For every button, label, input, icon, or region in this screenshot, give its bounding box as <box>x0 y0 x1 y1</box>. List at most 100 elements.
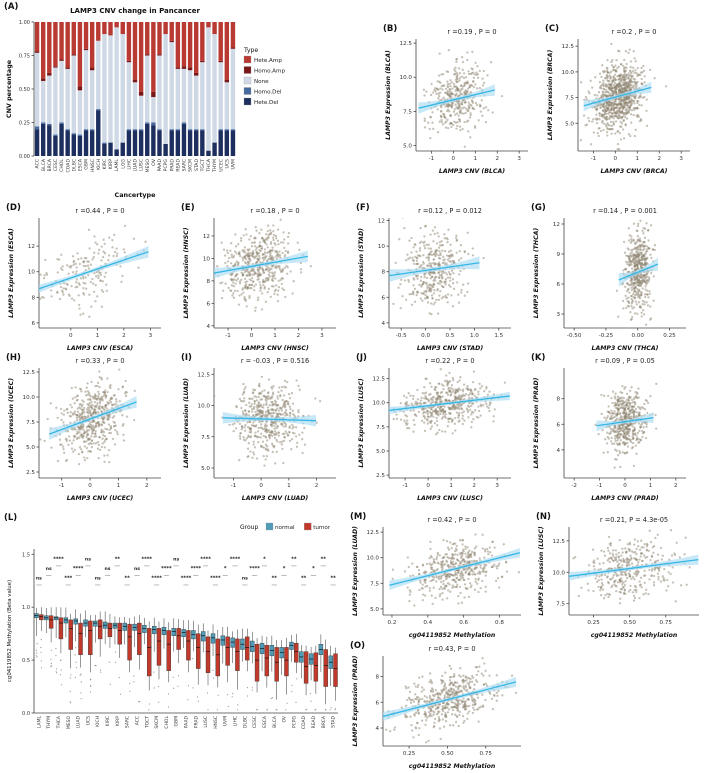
svg-text:r =0.22 , P = 0: r =0.22 , P = 0 <box>425 357 474 365</box>
svg-text:Homo.Del: Homo.Del <box>254 90 282 96</box>
svg-text:DLBC: DLBC <box>71 159 77 171</box>
svg-text:12.5: 12.5 <box>400 41 413 47</box>
svg-text:7.5: 7.5 <box>201 435 210 441</box>
svg-text:r =0.19 , P = 0: r =0.19 , P = 0 <box>447 28 496 36</box>
svg-text:PCPG: PCPG <box>163 159 169 172</box>
svg-text:0: 0 <box>623 483 627 489</box>
panel-label-i: (I) <box>181 353 192 363</box>
svg-text:-1: -1 <box>429 156 435 162</box>
panel-label-e: (E) <box>181 203 195 213</box>
svg-text:2: 2 <box>315 483 319 489</box>
panel-label-f: (F) <box>356 203 370 213</box>
panel-label-k: (K) <box>531 353 546 363</box>
svg-text:PRAD: PRAD <box>169 159 175 172</box>
svg-text:5.0: 5.0 <box>201 466 210 472</box>
scatter-cnv-thca: r =0.14 , P = 0.001 -0.50 -0.25 0.00 0.25 3 6 9… <box>533 207 686 352</box>
svg-text:r =0.44 , P = 0: r =0.44 , P = 0 <box>75 207 124 215</box>
svg-text:0: 0 <box>426 483 430 489</box>
svg-text:UCS: UCS <box>224 159 230 169</box>
svg-text:LAMP3 Expression (LUSC): LAMP3 Expression (LUSC) <box>358 378 365 468</box>
svg-text:6: 6 <box>556 422 560 428</box>
svg-text:12.5: 12.5 <box>198 372 211 378</box>
panel-a-cnv-pancancer: (A) LAMP3 CNV change in Pancancer 0.00 0.2… <box>4 2 296 202</box>
svg-text:5.0: 5.0 <box>26 445 35 451</box>
svg-text:r =0.14 , P = 0.001: r =0.14 , P = 0.001 <box>593 207 657 215</box>
svg-text:LAMP3 Expression (HNSC): LAMP3 Expression (HNSC) <box>183 227 190 318</box>
svg-text:0.25: 0.25 <box>19 121 30 127</box>
svg-text:0: 0 <box>452 156 456 162</box>
panel-label-o: (O) <box>350 641 365 651</box>
svg-text:LAMP3 CNV (HNSC): LAMP3 CNV (HNSC) <box>241 345 309 352</box>
panel-e-scatter-hnsc: (E) r =0.18 , P = 0 -1 0 1 2 3 4 6 8 10 12 LAMP3 CN… <box>181 203 343 353</box>
svg-text:0: 0 <box>88 483 92 489</box>
panel-label-b: (B) <box>383 24 398 34</box>
svg-text:-0.25: -0.25 <box>599 333 614 339</box>
svg-text:CHOL: CHOL <box>59 159 65 172</box>
svg-text:10.0: 10.0 <box>198 404 211 410</box>
svg-text:SARC: SARC <box>182 159 188 171</box>
svg-text:LAMP3 Expression (STAD): LAMP3 Expression (STAD) <box>358 228 365 318</box>
svg-text:LAMP3 Expression (BRCA): LAMP3 Expression (BRCA) <box>547 50 554 141</box>
svg-text:1: 1 <box>96 333 100 339</box>
svg-text:-0.5: -0.5 <box>396 333 407 339</box>
panel-n-scatter-meth-lusc: (N) r =0.21, P = 4.3e-05 0.25 0.50 0.75 7.5 1… <box>536 512 706 640</box>
svg-text:2: 2 <box>674 483 678 489</box>
svg-text:2: 2 <box>495 156 499 162</box>
svg-text:r = -0.03 , P = 0.516: r = -0.03 , P = 0.516 <box>241 357 309 365</box>
panel-label-c: (C) <box>545 24 560 34</box>
svg-text:CNV percentage: CNV percentage <box>5 59 13 118</box>
svg-text:1: 1 <box>273 333 277 339</box>
svg-text:10: 10 <box>203 256 211 262</box>
svg-text:Cancertype: Cancertype <box>115 191 157 199</box>
svg-text:6: 6 <box>381 295 385 301</box>
svg-text:0: 0 <box>259 483 263 489</box>
svg-text:-1: -1 <box>591 156 597 162</box>
panel-c-scatter-brca: (C) r =0.2 , P = 0 -1 0 1 2 3 5.0 7.5 10.0 12.5 LA… <box>545 24 697 176</box>
svg-text:0: 0 <box>69 333 73 339</box>
svg-text:LAMP3 CNV change in Pancancer: LAMP3 CNV change in Pancancer <box>70 7 200 15</box>
svg-text:0.25: 0.25 <box>663 333 676 339</box>
panel-b-scatter-blca: (B) r =0.19 , P = 0 -1 0 1 2 3 5.0 7.5 10.0 12.5 L… <box>383 24 535 176</box>
svg-text:1: 1 <box>449 483 453 489</box>
svg-text:12: 12 <box>553 222 560 228</box>
svg-text:1: 1 <box>636 156 640 162</box>
panel-o-scatter-meth-prad: (O) r =0.43, P = 0 0.25 0.50 0.75 4 6 8 cg04119… <box>350 641 528 771</box>
svg-text:Type: Type <box>243 47 258 54</box>
svg-text:BLCA: BLCA <box>41 158 47 171</box>
svg-text:0: 0 <box>250 333 254 339</box>
svg-text:5.0: 5.0 <box>403 144 412 150</box>
svg-text:KICH: KICH <box>96 159 102 170</box>
svg-text:LAMP3 CNV (UCEC): LAMP3 CNV (UCEC) <box>67 495 134 502</box>
svg-text:1: 1 <box>287 483 291 489</box>
svg-text:GBM: GBM <box>84 159 90 170</box>
svg-text:THYM: THYM <box>212 159 218 173</box>
panel-label-l: (L) <box>4 513 18 523</box>
svg-text:1.00: 1.00 <box>19 20 30 26</box>
scatter-methylation-luad: r =0.42 , P = 00.2 0.4 0.6 0.85.07.510.012.… <box>352 516 521 639</box>
svg-text:LAMP3 Expression (THCA): LAMP3 Expression (THCA) <box>533 228 540 319</box>
svg-text:HNSC: HNSC <box>90 159 96 172</box>
svg-text:2: 2 <box>472 483 476 489</box>
svg-text:0.5: 0.5 <box>446 333 455 339</box>
methylation-boxplot-chart: 0.00.51.01.5nsLAMLnsTHYM****THCA***MESO*… <box>7 522 338 730</box>
svg-text:7.5: 7.5 <box>565 96 574 102</box>
svg-text:LUAD: LUAD <box>133 159 139 172</box>
svg-text:-1: -1 <box>402 483 408 489</box>
svg-text:8: 8 <box>381 270 385 276</box>
svg-text:12: 12 <box>203 234 210 240</box>
panel-j-scatter-lusc: (J) r =0.22 , P = 0 -1 0 1 2 3 2.5 5.0 7.5 10.0 12… <box>356 353 518 503</box>
svg-text:0.0: 0.0 <box>421 333 430 339</box>
scatter-cnv-stad: r =0.12 , P = 0.012 -0.5 0.0 0.5 1.0 1.5 4 6 8 10… <box>358 207 511 352</box>
svg-text:4: 4 <box>556 448 560 454</box>
svg-text:SKCM: SKCM <box>188 159 194 172</box>
scatter-cnv-brca: r =0.2 , P = 0 -1 0 1 2 3 5.0 7.5 10.0 12.5 LAMP3 … <box>547 28 690 175</box>
svg-text:0.75: 0.75 <box>19 54 30 60</box>
svg-text:7.5: 7.5 <box>403 109 412 115</box>
svg-text:ESCA: ESCA <box>78 158 84 171</box>
svg-text:0: 0 <box>614 156 618 162</box>
svg-text:2.5: 2.5 <box>376 473 385 479</box>
panel-g-scatter-thca: (G) r =0.14 , P = 0.001 -0.50 -0.25 0.00 0.2… <box>531 203 693 353</box>
svg-text:3: 3 <box>556 312 560 318</box>
svg-text:2: 2 <box>657 156 661 162</box>
panel-m-scatter-meth-luad: (M) r =0.42 , P = 0 0.2 0.4 0.6 0.8 5.0 7.5 10.… <box>350 512 528 640</box>
